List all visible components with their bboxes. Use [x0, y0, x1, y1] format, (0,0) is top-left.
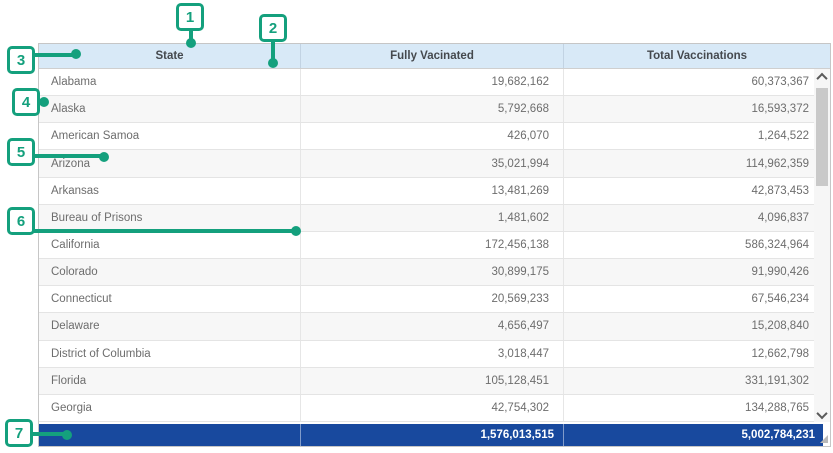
scroll-down-button[interactable]	[814, 407, 830, 422]
total-vaccinations-cell: 42,873,453	[564, 178, 830, 204]
column-header-state[interactable]: State	[39, 44, 301, 68]
table-row[interactable]: Alaska 5,792,668 16,593,372	[39, 96, 830, 123]
fully-vaccinated-cell: 42,754,302	[301, 395, 564, 421]
state-cell: Florida	[39, 368, 301, 394]
table-row[interactable]: Arkansas 13,481,269 42,873,453	[39, 178, 830, 205]
fully-vaccinated-cell: 105,128,451	[301, 368, 564, 394]
table-row[interactable]: Colorado 30,899,175 91,990,426	[39, 259, 830, 286]
total-vaccinations-cell: 60,373,367	[564, 69, 830, 95]
vertical-scrollbar[interactable]	[814, 69, 830, 422]
fully-vaccinated-cell: 19,682,162	[301, 69, 564, 95]
total-vaccinations-cell: 4,096,837	[564, 205, 830, 231]
total-vaccinations-cell: 91,990,426	[564, 259, 830, 285]
total-vaccinations-cell: 12,662,798	[564, 341, 830, 367]
total-vaccinations-cell: 15,208,840	[564, 313, 830, 339]
state-cell: Colorado	[39, 259, 301, 285]
state-cell: American Samoa	[39, 123, 301, 149]
table-row[interactable]: California 172,456,138 586,324,964	[39, 232, 830, 259]
table-row[interactable]: Florida 105,128,451 331,191,302	[39, 368, 830, 395]
table-row[interactable]: American Samoa 426,070 1,264,522	[39, 123, 830, 150]
state-cell: Bureau of Prisons	[39, 205, 301, 231]
scroll-up-button[interactable]	[814, 69, 830, 84]
fully-vaccinated-cell: 3,018,447	[301, 341, 564, 367]
table-row[interactable]: District of Columbia 3,018,447 12,662,79…	[39, 341, 830, 368]
chevron-down-icon	[816, 407, 827, 418]
annotation-badge-6: 6	[7, 207, 35, 235]
resize-grip-icon	[820, 435, 828, 443]
fully-vaccinated-cell: 426,070	[301, 123, 564, 149]
fully-vaccinated-cell: 4,656,497	[301, 313, 564, 339]
annotation-badge-4: 4	[12, 88, 40, 116]
column-header-fully-vaccinated[interactable]: Fully Vacinated	[301, 44, 564, 68]
total-vaccinations-cell: 134,288,765	[564, 395, 830, 421]
state-cell: California	[39, 232, 301, 258]
table-row[interactable]: Delaware 4,656,497 15,208,840	[39, 313, 830, 340]
fully-vaccinated-cell: 13,481,269	[301, 178, 564, 204]
totals-row: 1,576,013,515 5,002,784,231	[39, 424, 823, 446]
fully-vaccinated-cell: 172,456,138	[301, 232, 564, 258]
table-row[interactable]: Connecticut 20,569,233 67,546,234	[39, 286, 830, 313]
state-cell: Alabama	[39, 69, 301, 95]
vaccination-table: State Fully Vacinated Total Vaccinations…	[38, 43, 831, 447]
total-vaccinations-cell: 16,593,372	[564, 96, 830, 122]
totals-state-cell	[39, 424, 301, 446]
totals-total-vaccinations-cell: 5,002,784,231	[564, 424, 823, 446]
annotation-badge-7: 7	[5, 419, 33, 447]
table-row[interactable]: Georgia 42,754,302 134,288,765	[39, 395, 830, 422]
column-header-total-vaccinations[interactable]: Total Vaccinations	[564, 44, 830, 68]
annotation-badge-1: 1	[176, 3, 204, 31]
total-vaccinations-cell: 331,191,302	[564, 368, 830, 394]
total-vaccinations-cell: 586,324,964	[564, 232, 830, 258]
fully-vaccinated-cell: 1,481,602	[301, 205, 564, 231]
state-cell: Georgia	[39, 395, 301, 421]
table-row[interactable]: Arizona 35,021,994 114,962,359	[39, 150, 830, 177]
scrollbar-thumb[interactable]	[816, 88, 828, 186]
table-header-row: State Fully Vacinated Total Vaccinations	[39, 44, 830, 69]
state-cell: Arizona	[39, 150, 301, 176]
state-cell: District of Columbia	[39, 341, 301, 367]
table-row[interactable]: Alabama 19,682,162 60,373,367	[39, 69, 830, 96]
state-cell: Arkansas	[39, 178, 301, 204]
fully-vaccinated-cell: 30,899,175	[301, 259, 564, 285]
total-vaccinations-cell: 67,546,234	[564, 286, 830, 312]
annotation-connector	[189, 31, 193, 43]
chevron-up-icon	[816, 72, 827, 83]
fully-vaccinated-cell: 35,021,994	[301, 150, 564, 176]
fully-vaccinated-cell: 20,569,233	[301, 286, 564, 312]
table-row[interactable]: Bureau of Prisons 1,481,602 4,096,837	[39, 205, 830, 232]
fully-vaccinated-cell: 5,792,668	[301, 96, 564, 122]
table-body: Alabama 19,682,162 60,373,367 Alaska 5,7…	[39, 69, 830, 422]
state-cell: Delaware	[39, 313, 301, 339]
annotation-badge-2: 2	[259, 14, 287, 42]
state-cell: Alaska	[39, 96, 301, 122]
annotation-badge-5: 5	[7, 138, 35, 166]
total-vaccinations-cell: 114,962,359	[564, 150, 830, 176]
totals-fully-vaccinated-cell: 1,576,013,515	[301, 424, 564, 446]
total-vaccinations-cell: 1,264,522	[564, 123, 830, 149]
annotation-badge-3: 3	[7, 46, 35, 74]
state-cell: Connecticut	[39, 286, 301, 312]
